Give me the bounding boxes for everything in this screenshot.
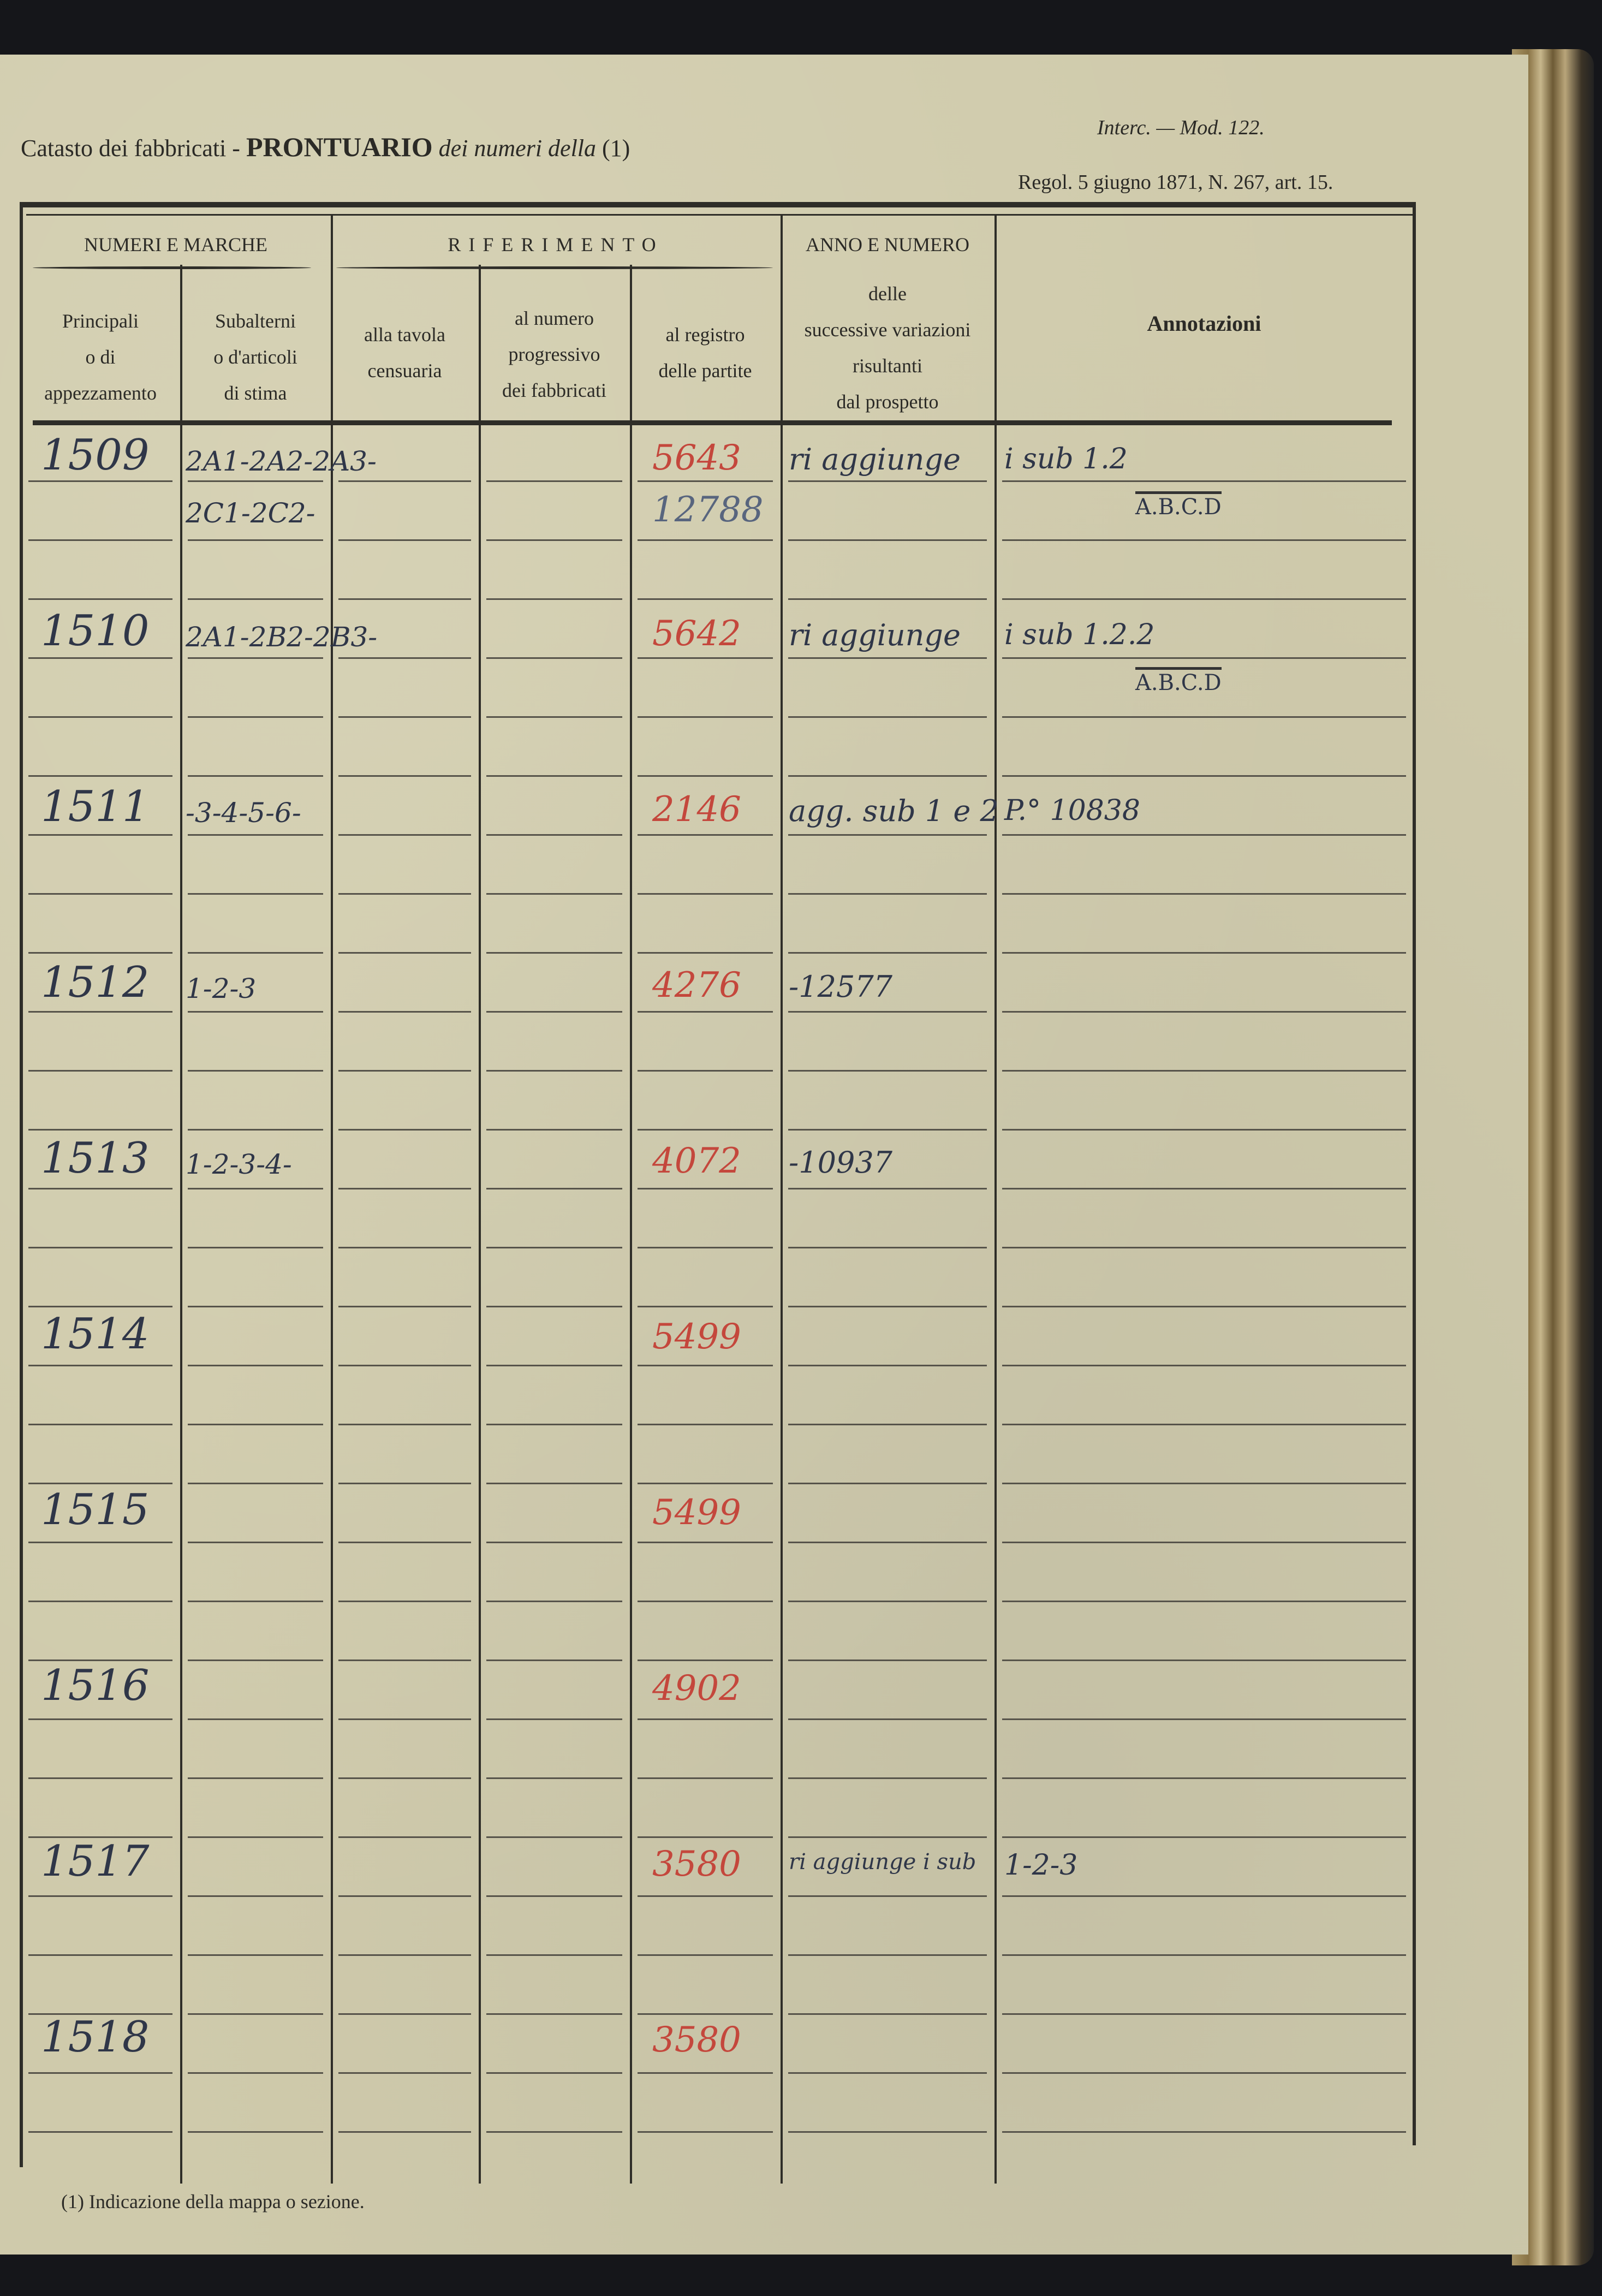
principal-number: 1512 xyxy=(41,958,150,1007)
annotation: i sub 1.2.2 xyxy=(1004,618,1155,651)
ruled-lines xyxy=(486,423,622,2181)
model-number: Interc. — Mod. 122. xyxy=(1097,116,1265,139)
column-header: Subalterni o d'articoli di stima xyxy=(180,303,331,411)
page-title: Catasto dei fabbricati - PRONTUARIO dei … xyxy=(21,131,630,163)
brace-riferimento xyxy=(336,266,773,269)
column-header-line: al numero xyxy=(515,307,594,329)
principal-number: 1511 xyxy=(41,782,150,831)
title-italic: dei numeri della xyxy=(438,135,597,162)
subaltern-numbers: 2A1-2A2-2A3- xyxy=(186,445,377,477)
subaltern-numbers: 1-2-3 xyxy=(186,973,257,1004)
register-number: 5499 xyxy=(652,1317,741,1357)
table-top-rule xyxy=(21,202,1416,207)
column-header-line: al registro xyxy=(665,324,745,346)
column-header: Principali o di appezzamento xyxy=(21,303,180,411)
subaltern-numbers: 1-2-3-4- xyxy=(186,1149,292,1180)
column-divider xyxy=(994,216,997,2184)
group-numeri-e-marche: NUMERI E MARCHE xyxy=(84,234,267,255)
variation-note: agg. sub 1 e 2 xyxy=(789,794,999,828)
register-number: 5643 xyxy=(652,438,741,478)
variation-note: -12577 xyxy=(789,969,893,1004)
ruled-lines xyxy=(788,423,987,2181)
regulation-reference: Regol. 5 giugno 1871, N. 267, art. 15. xyxy=(1018,171,1333,194)
principal-number: 1513 xyxy=(41,1134,150,1183)
principal-number: 1516 xyxy=(41,1661,150,1710)
column-header-line: appezzamento xyxy=(44,382,157,404)
variation-note: ri aggiunge xyxy=(789,618,961,652)
principal-number: 1517 xyxy=(41,1837,150,1886)
column-header-line: successive variazioni xyxy=(804,319,971,341)
table-right-border xyxy=(1413,202,1416,2145)
register-number: 12788 xyxy=(652,490,764,530)
group-riferimento: RIFERIMENTO xyxy=(448,234,664,255)
column-header-line: alla tavola xyxy=(364,324,445,346)
register-number: 3580 xyxy=(652,1844,741,1884)
title-note: (1) xyxy=(602,135,630,162)
annotation: P.° 10838 xyxy=(1004,794,1140,827)
title-main: PRONTUARIO xyxy=(246,132,433,162)
variation-note: -10937 xyxy=(789,1145,893,1180)
principal-number: 1518 xyxy=(41,2013,150,2062)
group-anno-e-numero: ANNO E NUMERO xyxy=(806,234,969,255)
title-left: Catasto dei fabbricati - xyxy=(21,135,240,162)
subaltern-numbers: 2C1-2C2- xyxy=(186,497,315,529)
subaltern-numbers: 2A1-2B2-2B3- xyxy=(186,621,378,653)
ruled-lines xyxy=(638,423,773,2181)
table-top-inner-rule xyxy=(26,214,1413,216)
column-header-line: dei fabbricati xyxy=(502,379,606,401)
column-header-line: censuaria xyxy=(367,360,442,382)
column-header: al numero progressivo dei fabbricati xyxy=(479,300,630,408)
column-divider xyxy=(630,265,632,2184)
column-header-line: delle partite xyxy=(658,360,752,382)
register-number: 3580 xyxy=(652,2020,741,2060)
column-header-line: o di xyxy=(85,346,116,368)
column-header-line: dal prospetto xyxy=(836,391,939,413)
column-divider xyxy=(331,216,333,2184)
principal-number: 1515 xyxy=(41,1485,150,1534)
column-header-line: di stima xyxy=(224,382,287,404)
column-header-line: risultanti xyxy=(853,355,922,377)
register-number: 5499 xyxy=(652,1492,741,1533)
principal-number: 1510 xyxy=(41,606,150,656)
annotation: i sub 1.2 xyxy=(1004,443,1128,475)
register-number: 4072 xyxy=(652,1141,741,1181)
register-number: 5642 xyxy=(652,614,741,654)
register-number: 4276 xyxy=(652,965,741,1006)
ruled-lines xyxy=(28,423,172,2181)
column-header: al registro delle partite xyxy=(630,317,781,389)
footnote: (1) Indicazione della mappa o sezione. xyxy=(61,2191,365,2212)
variation-note: ri aggiunge xyxy=(789,442,961,477)
column-divider xyxy=(479,265,481,2184)
column-header-line: Annotazioni xyxy=(1147,311,1261,336)
header-bottom-rule xyxy=(33,420,1392,425)
register-number: 4902 xyxy=(652,1668,741,1709)
principal-number: 1514 xyxy=(41,1310,150,1359)
ruled-lines xyxy=(188,423,323,2181)
annotation: A.B.C.D xyxy=(1135,667,1222,694)
annotation: A.B.C.D xyxy=(1135,491,1222,518)
brace-numeri xyxy=(33,266,311,269)
column-header-line: o d'articoli xyxy=(213,346,297,368)
variation-note: ri aggiunge i sub xyxy=(789,1849,976,1875)
column-divider xyxy=(781,216,783,2184)
column-header: delle successive variazioni risultanti dal … xyxy=(781,276,994,420)
ruled-lines xyxy=(338,423,471,2181)
table-left-border xyxy=(20,202,23,2167)
subaltern-numbers: -3-4-5-6- xyxy=(186,797,301,829)
column-header-line: delle xyxy=(868,283,907,305)
column-header: alla tavola censuaria xyxy=(331,317,479,389)
annotation: 1-2-3 xyxy=(1004,1849,1078,1882)
column-header: Annotazioni xyxy=(994,306,1414,342)
column-header-line: Principali xyxy=(62,310,139,332)
column-divider xyxy=(180,265,182,2184)
column-header-line: Subalterni xyxy=(215,310,296,332)
principal-number: 1509 xyxy=(41,431,150,480)
register-number: 2146 xyxy=(652,789,741,830)
ruled-lines xyxy=(1002,423,1406,2181)
column-header-line: progressivo xyxy=(508,343,600,365)
